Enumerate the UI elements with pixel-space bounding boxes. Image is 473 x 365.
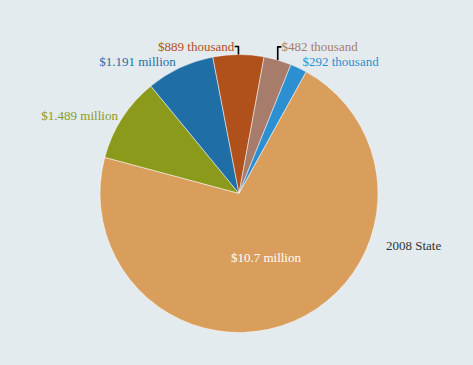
svg-text:$1.489 million: $1.489 million — [41, 108, 118, 123]
svg-text:$10.7 million: $10.7 million — [231, 250, 302, 265]
svg-text:$1.191 million: $1.191 million — [99, 54, 176, 69]
svg-text:$482 thousand: $482 thousand — [281, 39, 358, 54]
svg-text:2008 State: 2008 State — [386, 238, 441, 253]
svg-text:$889 thousand: $889 thousand — [158, 39, 235, 54]
svg-text:$292 thousand: $292 thousand — [302, 54, 379, 69]
